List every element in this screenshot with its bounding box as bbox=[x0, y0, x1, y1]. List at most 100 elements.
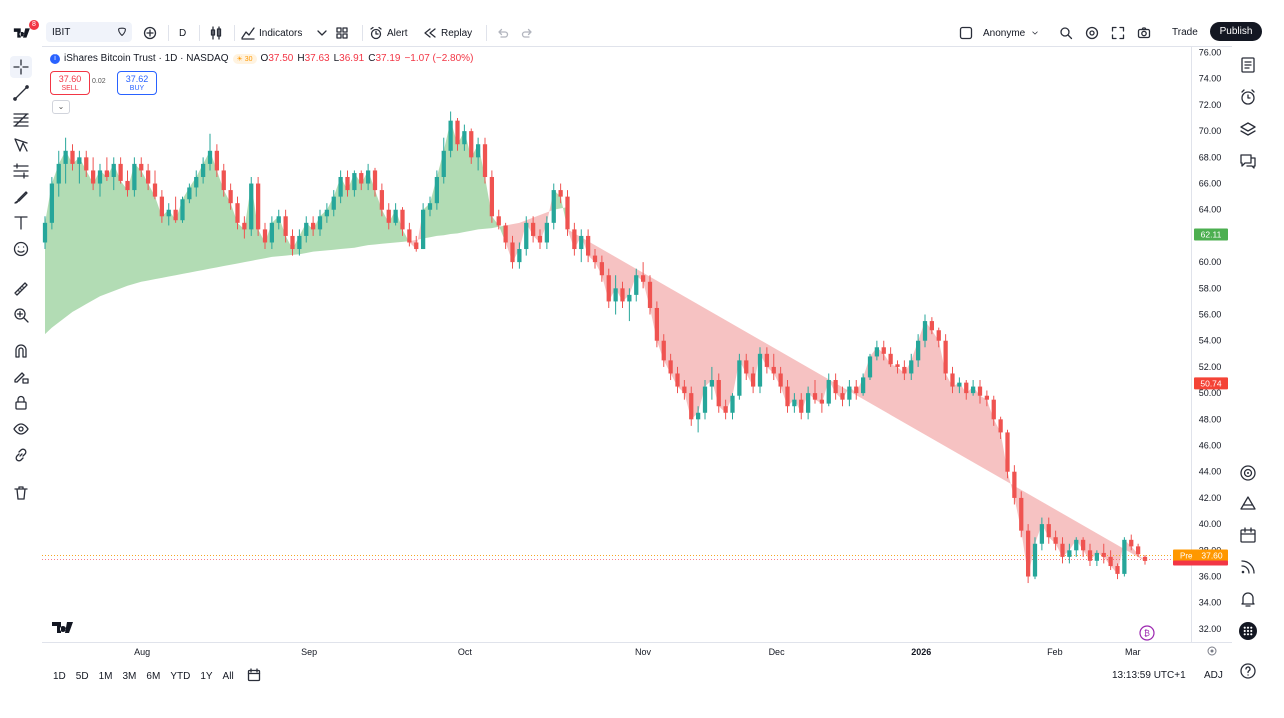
chart-legend[interactable]: i iShares Bitcoin Trust · 1D · NASDAQ ☀ … bbox=[50, 53, 473, 64]
plus-circle-icon bbox=[143, 26, 157, 40]
candle bbox=[936, 327, 941, 348]
sell-button[interactable]: 37.60 SELL bbox=[50, 71, 90, 95]
prediction-tool[interactable] bbox=[10, 160, 32, 182]
remove-drawings-tool[interactable] bbox=[10, 482, 32, 504]
candle bbox=[269, 216, 275, 250]
candle bbox=[297, 229, 302, 256]
candle bbox=[84, 150, 89, 177]
trade-button[interactable]: Trade bbox=[1172, 26, 1198, 38]
symbol-info-icon[interactable]: i bbox=[50, 53, 60, 64]
zoom-tool[interactable] bbox=[10, 304, 32, 326]
range-ytd[interactable]: YTD bbox=[170, 670, 191, 682]
alerts-button[interactable] bbox=[1237, 86, 1259, 108]
candle bbox=[1135, 543, 1141, 557]
candle bbox=[331, 190, 336, 217]
pattern-tool[interactable] bbox=[10, 134, 32, 156]
candle bbox=[654, 301, 660, 348]
watchlist-button[interactable] bbox=[1237, 54, 1259, 76]
text-tool[interactable] bbox=[10, 212, 32, 234]
price-axis[interactable]: 76.0074.0072.0070.0068.0066.0064.0062.00… bbox=[1199, 48, 1222, 634]
candle bbox=[235, 196, 240, 230]
price-chart[interactable]: 76.0074.0072.0070.0068.0066.0064.0062.00… bbox=[42, 46, 1232, 664]
alert-button[interactable]: Alert bbox=[364, 22, 413, 44]
fib-tool[interactable] bbox=[10, 108, 32, 130]
indicators-dropdown[interactable] bbox=[310, 22, 334, 44]
object-tree-button[interactable] bbox=[1237, 118, 1259, 140]
notification-badge[interactable]: 8 bbox=[29, 20, 39, 30]
interval-button[interactable]: D bbox=[179, 27, 187, 39]
range-1d[interactable]: 1D bbox=[53, 670, 66, 682]
range-1y[interactable]: 1Y bbox=[200, 670, 213, 682]
chart-type-button[interactable] bbox=[204, 22, 228, 44]
lock-tool[interactable] bbox=[10, 392, 32, 414]
range-6m[interactable]: 6M bbox=[146, 670, 161, 682]
publish-button[interactable]: Publish bbox=[1210, 22, 1262, 41]
candle bbox=[661, 334, 666, 367]
fullscreen-button[interactable] bbox=[1106, 22, 1130, 44]
candle bbox=[70, 144, 75, 171]
range-all[interactable]: All bbox=[222, 670, 234, 682]
candle bbox=[730, 393, 735, 420]
high-value: 37.63 bbox=[304, 53, 330, 64]
tradingview-logo-icon[interactable] bbox=[12, 25, 34, 41]
legend-collapse-button[interactable]: ⌄ bbox=[52, 100, 70, 114]
link-tool[interactable] bbox=[10, 444, 32, 466]
range-1m[interactable]: 1M bbox=[98, 670, 113, 682]
range-3m[interactable]: 3M bbox=[122, 670, 137, 682]
settings-button[interactable] bbox=[1080, 22, 1104, 44]
target-button[interactable] bbox=[1237, 462, 1259, 484]
earnings-event-icon[interactable]: ₿ bbox=[1139, 625, 1155, 641]
redo-button[interactable] bbox=[516, 22, 540, 44]
axis-settings-icon[interactable] bbox=[1207, 646, 1217, 656]
notifications-button[interactable] bbox=[1237, 588, 1259, 610]
candle bbox=[750, 366, 756, 394]
candle bbox=[118, 157, 123, 184]
apps-button[interactable] bbox=[1237, 620, 1259, 642]
right-sidebar bbox=[1232, 50, 1284, 690]
snapshot-button[interactable] bbox=[1132, 22, 1156, 44]
replay-button[interactable]: Replay bbox=[418, 22, 477, 44]
candle bbox=[386, 203, 391, 230]
time-axis[interactable]: Aug Sep Oct Nov Dec 2026 Feb Mar bbox=[134, 647, 1140, 657]
undo-button[interactable] bbox=[490, 22, 514, 44]
adjustment-toggle[interactable]: ADJ bbox=[1204, 670, 1223, 681]
crosshair-icon bbox=[13, 59, 29, 75]
chats-button[interactable] bbox=[1237, 150, 1259, 172]
quick-search-button[interactable] bbox=[1054, 22, 1078, 44]
brush-icon bbox=[14, 191, 28, 204]
news-button[interactable] bbox=[1237, 556, 1259, 578]
magnet-tool[interactable] bbox=[10, 340, 32, 362]
candle bbox=[530, 216, 536, 243]
range-5d[interactable]: 5D bbox=[75, 670, 89, 682]
trendline-tool[interactable] bbox=[10, 82, 32, 104]
calendar-button[interactable] bbox=[1237, 524, 1259, 546]
bear-cloud-segment bbox=[567, 229, 1145, 577]
ideas-button[interactable] bbox=[1237, 492, 1259, 514]
buy-button[interactable]: 37.62 BUY bbox=[117, 71, 157, 95]
layers-icon bbox=[1240, 122, 1256, 136]
goto-date-button[interactable] bbox=[247, 667, 261, 685]
brush-tool[interactable] bbox=[10, 186, 32, 208]
indicators-button[interactable]: Indicators bbox=[236, 22, 307, 44]
candle bbox=[1108, 550, 1113, 570]
layouts-button[interactable] bbox=[330, 22, 354, 44]
visibility-tool[interactable] bbox=[10, 418, 32, 440]
smiley-icon bbox=[13, 241, 29, 257]
layout-selector[interactable]: Anonyme bbox=[954, 22, 1044, 44]
compare-button[interactable] bbox=[138, 22, 162, 44]
symbol-search[interactable]: IBIT bbox=[46, 22, 132, 42]
session-clock[interactable]: 13:13:59 UTC+1 bbox=[1112, 670, 1186, 681]
price-tick-label: 68.00 bbox=[1199, 152, 1222, 162]
help-button[interactable] bbox=[1237, 660, 1259, 682]
market-status-badge[interactable]: ☀ 30 bbox=[232, 53, 257, 64]
candle bbox=[1067, 543, 1072, 564]
candle bbox=[173, 196, 178, 223]
candle bbox=[407, 222, 412, 247]
draw-mode-tool[interactable] bbox=[10, 366, 32, 388]
add-symbol-icon[interactable] bbox=[116, 26, 128, 38]
ruler-tool[interactable] bbox=[10, 278, 32, 300]
rss-icon bbox=[1241, 560, 1255, 574]
indicators-icon bbox=[241, 27, 255, 40]
crosshair-tool[interactable] bbox=[10, 56, 32, 78]
emoji-tool[interactable] bbox=[10, 238, 32, 260]
